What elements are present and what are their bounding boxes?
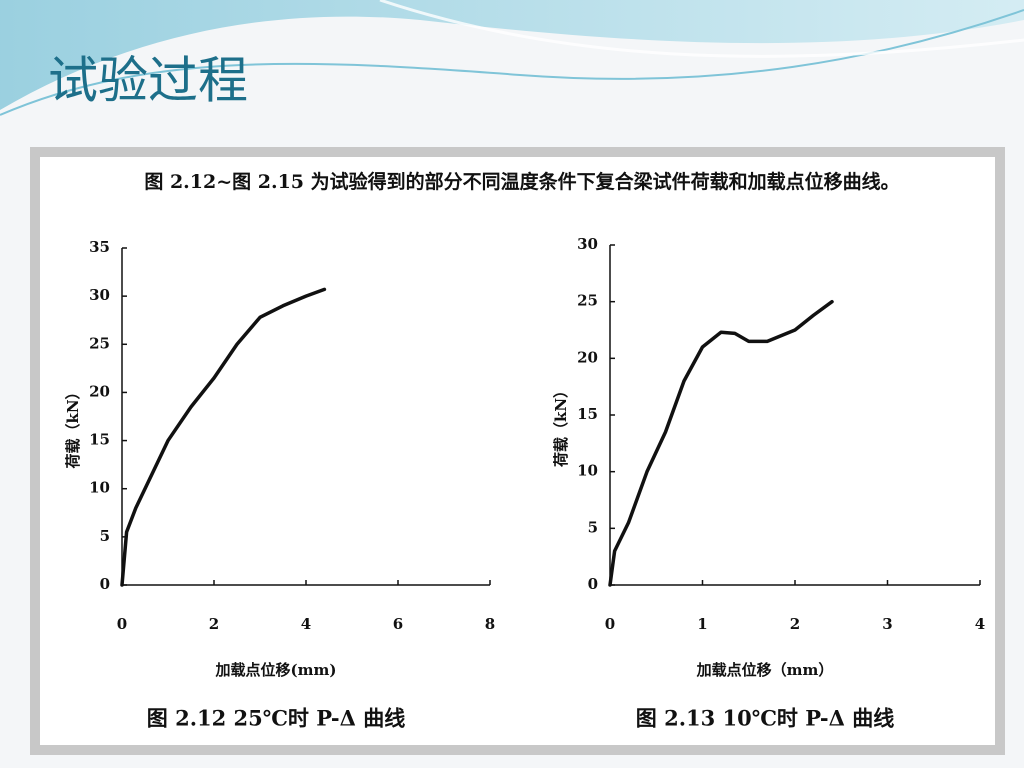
x-tick-label: 2 (790, 615, 800, 633)
y-tick-label: 15 (577, 405, 598, 423)
x-tick-label: 3 (882, 615, 892, 633)
header-wave (0, 0, 1024, 110)
x-axis-label: 加载点位移(mm) (215, 661, 337, 679)
y-tick-label: 0 (100, 575, 110, 593)
y-tick-label: 5 (100, 527, 110, 545)
chart-title: 图 2.12 25℃时 P-Δ 曲线 (147, 706, 405, 731)
y-tick-label: 25 (89, 334, 110, 352)
y-tick-label: 30 (577, 235, 598, 253)
data-line (120, 287, 327, 587)
data-line (608, 299, 834, 587)
y-tick-label: 35 (89, 238, 110, 256)
x-tick-label: 2 (209, 615, 219, 633)
y-tick-label: 0 (588, 575, 598, 593)
y-tick-label: 20 (89, 382, 110, 400)
y-tick-label: 30 (89, 286, 110, 304)
y-tick-label: 25 (577, 292, 598, 310)
caption: 图 2.12~图 2.15 为试验得到的部分不同温度条件下复合梁试件荷载和加载点… (144, 170, 899, 193)
header-line (379, 0, 1024, 58)
slide-title: 试验过程 (48, 52, 248, 110)
y-tick-label: 15 (89, 431, 110, 449)
x-tick-label: 4 (975, 615, 985, 633)
x-tick-label: 1 (697, 615, 707, 633)
x-tick-label: 0 (117, 615, 127, 633)
y-tick-label: 5 (588, 518, 598, 536)
y-tick-label: 20 (577, 348, 598, 366)
y-tick-label: 10 (577, 462, 598, 480)
x-tick-label: 6 (393, 615, 403, 633)
y-tick-label: 10 (89, 479, 110, 497)
x-tick-label: 8 (485, 615, 495, 633)
x-tick-label: 4 (301, 615, 311, 633)
x-axis-label: 加载点位移（mm） (696, 661, 834, 679)
chart-title: 图 2.13 10℃时 P-Δ 曲线 (636, 706, 894, 731)
y-axis-label: 荷载（kN） (64, 384, 82, 468)
y-axis-label: 荷载（kN） (552, 383, 570, 467)
x-tick-label: 0 (605, 615, 615, 633)
image-frame (30, 147, 1005, 755)
